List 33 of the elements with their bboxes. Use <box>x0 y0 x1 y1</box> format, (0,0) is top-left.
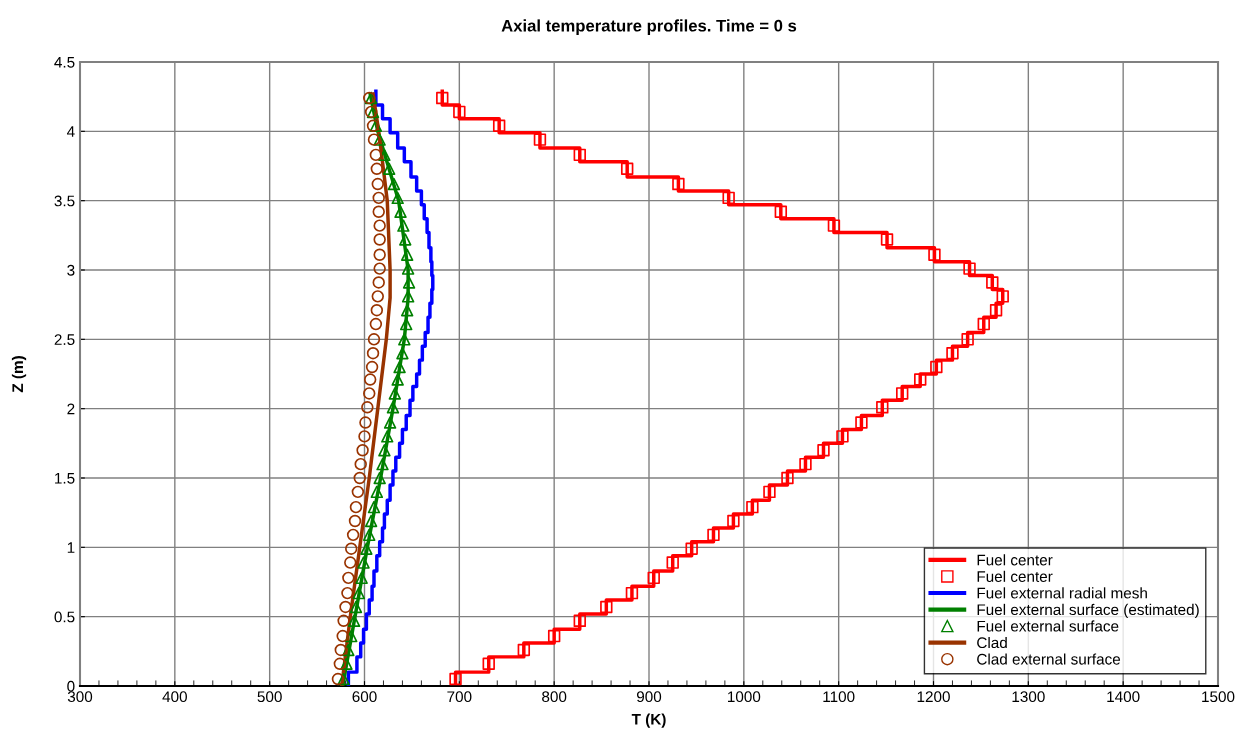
y-tick-label: 0 <box>67 680 75 692</box>
x-tick-label: 300 <box>67 691 93 703</box>
x-tick-label: 800 <box>542 691 567 703</box>
y-tick-label: 2.5 <box>54 334 75 346</box>
x-tick-label: 1200 <box>917 691 950 703</box>
y-tick-label: 0.5 <box>54 611 75 623</box>
chart-title: Axial temperature profiles. Time = 0 s <box>501 19 797 35</box>
x-tick-label: 1400 <box>1107 691 1140 703</box>
y-tick-label: 1 <box>67 542 75 553</box>
x-tick-label: 1000 <box>728 691 761 703</box>
x-tick-label: 1300 <box>1012 691 1045 703</box>
legend-label: Clad external surface <box>977 653 1121 665</box>
y-tick-label: 4.5 <box>54 57 75 68</box>
x-tick-label: 600 <box>352 691 377 703</box>
legend-label: Clad <box>977 636 1007 649</box>
y-axis-title: Z (m) <box>11 356 27 393</box>
legend-label: Fuel center <box>977 554 1053 566</box>
legend-label: Fuel center <box>977 570 1053 582</box>
x-tick-label: 900 <box>636 691 662 703</box>
legend-label: Fuel external surface (estimated) <box>977 603 1199 619</box>
x-tick-label: 1500 <box>1202 691 1235 703</box>
x-tick-label: 500 <box>257 691 282 703</box>
legend-label: Fuel external radial mesh <box>977 587 1147 599</box>
y-tick-label: 4 <box>66 126 75 137</box>
x-tick-label: 700 <box>447 691 472 703</box>
x-tick-label: 400 <box>162 691 187 703</box>
legend-label: Fuel external surface <box>977 620 1119 632</box>
y-tick-label: 3.5 <box>54 195 75 207</box>
x-axis-title: T (K) <box>631 713 666 728</box>
y-tick-label: 2 <box>67 403 75 415</box>
y-tick-label: 1.5 <box>55 473 75 484</box>
y-tick-label: 3 <box>67 264 75 276</box>
x-tick-label: 1100 <box>823 691 855 703</box>
